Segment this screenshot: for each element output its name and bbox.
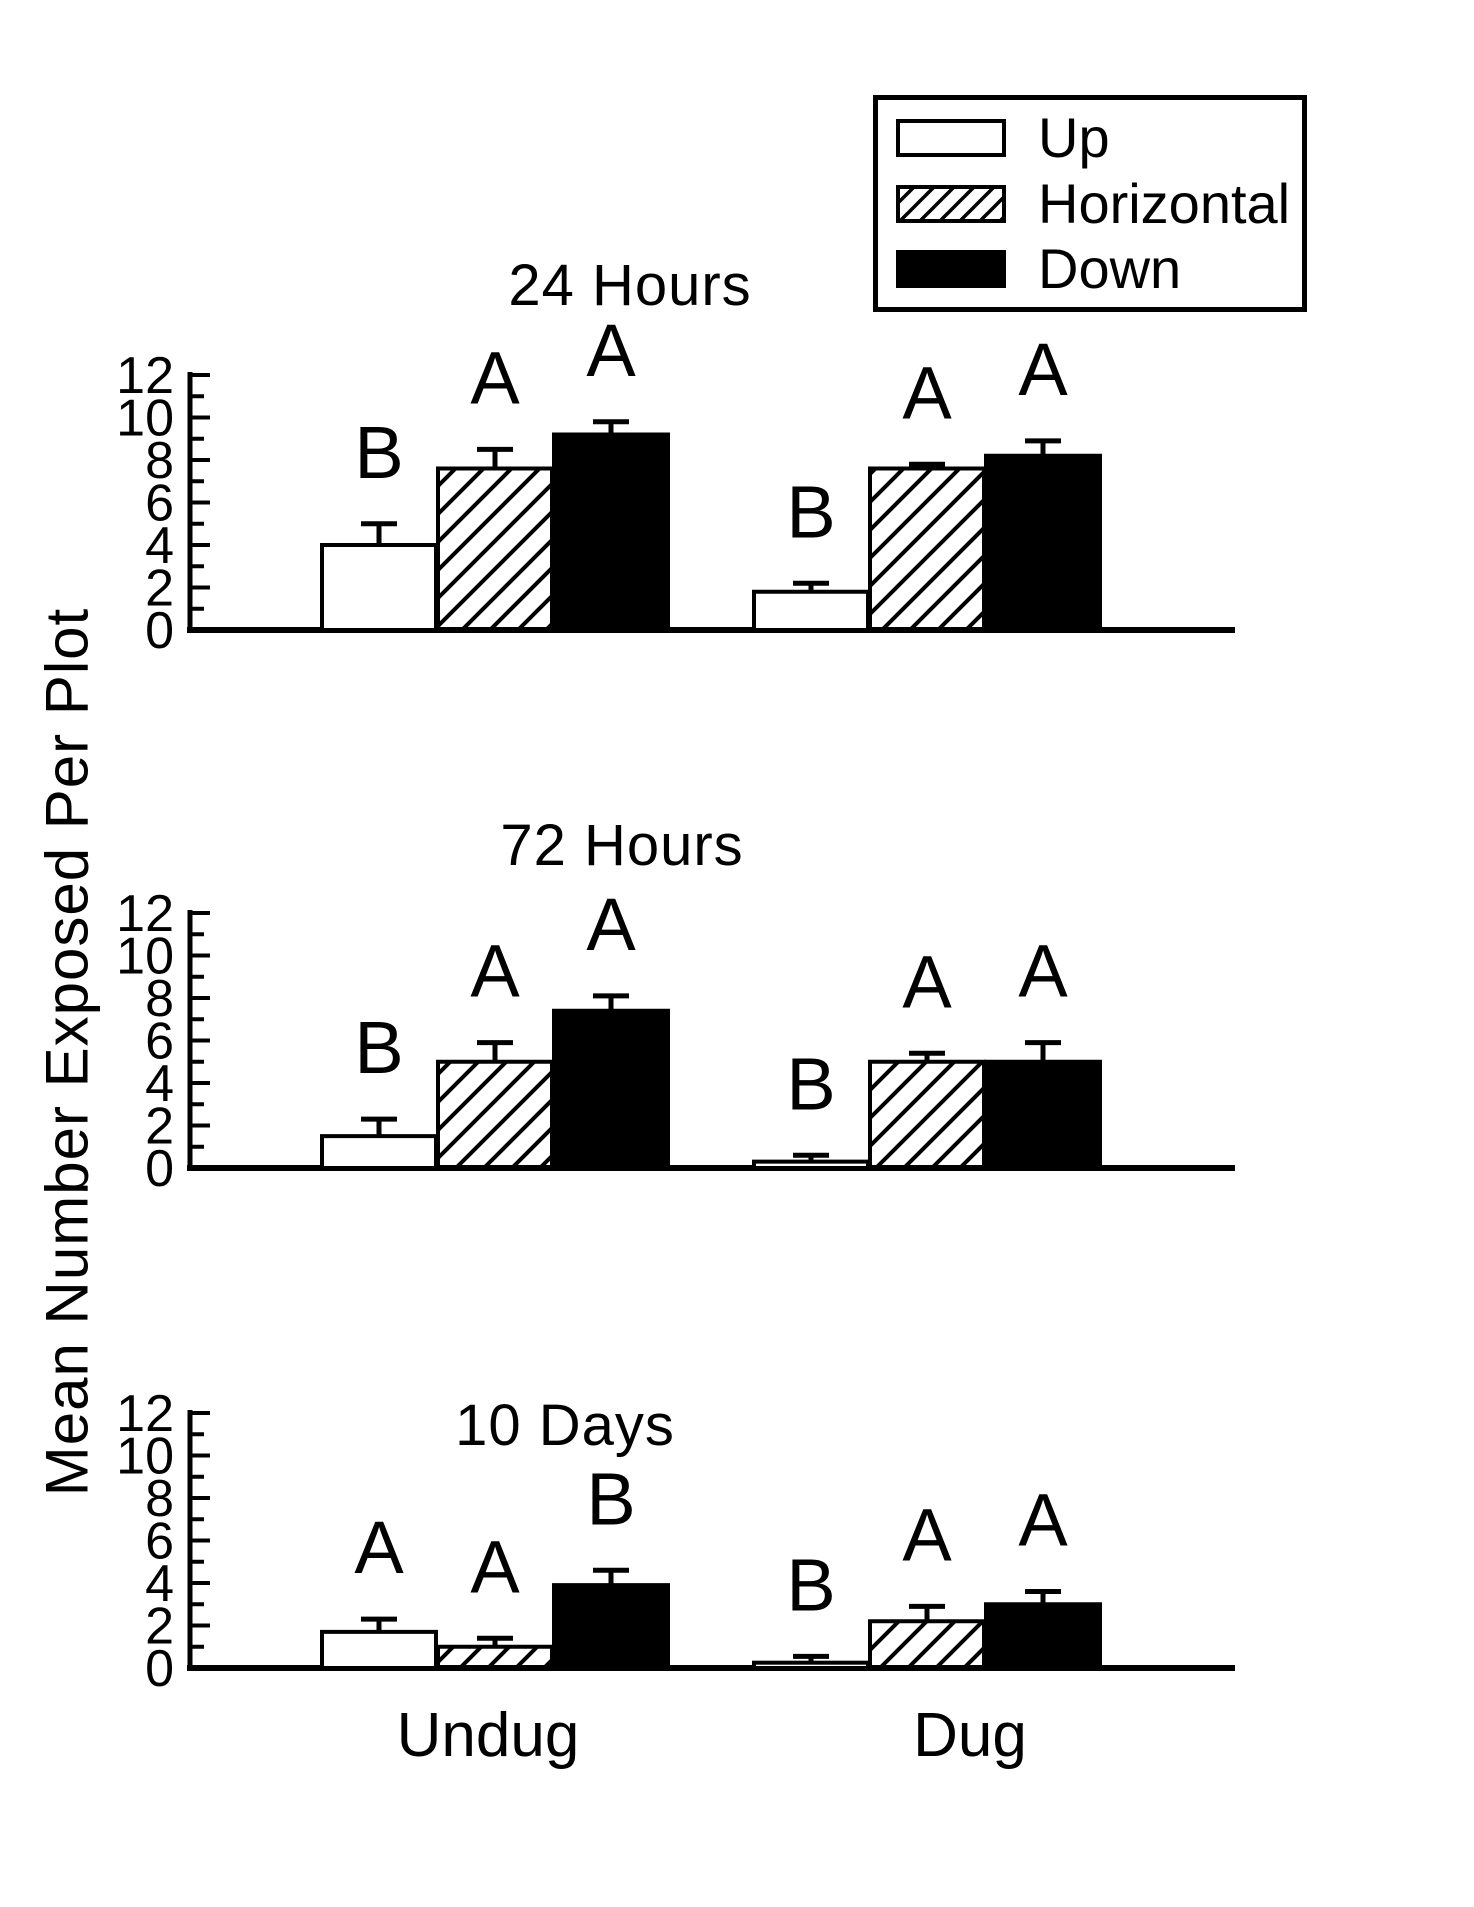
significance-letter: B [786, 1042, 835, 1125]
y-tick-label: 6 [145, 1013, 174, 1071]
y-tick-label: 0 [145, 1640, 174, 1698]
legend-box: Up Horizontal Down [873, 95, 1307, 312]
significance-letter: B [354, 411, 403, 494]
significance-letter: A [902, 940, 952, 1023]
legend-item-horizontal: Horizontal [896, 171, 1302, 235]
bar-down-undug [552, 432, 670, 632]
significance-letter: B [786, 1543, 835, 1626]
significance-letter: B [586, 1457, 635, 1540]
significance-letter: A [1018, 328, 1068, 411]
legend-swatch-down-icon [896, 250, 1006, 289]
panel-title-10-days: 10 Days [455, 1393, 675, 1458]
y-tick-label: 4 [145, 1555, 174, 1613]
y-tick-label: 10 [116, 928, 174, 986]
bar-down-undug [552, 1008, 670, 1170]
x-category-label-undug: Undug [396, 1701, 580, 1770]
y-tick-label: 2 [145, 1598, 174, 1656]
y-tick-label: 10 [116, 1428, 174, 1486]
legend-swatch-up-icon [896, 118, 1006, 157]
panel-title-72-hours: 72 Hours [500, 813, 744, 878]
y-tick-label: 8 [145, 970, 174, 1028]
significance-letter: A [586, 883, 636, 966]
y-tick-label: 8 [145, 432, 174, 490]
bar-up-dug [752, 1660, 870, 1670]
significance-letter: A [902, 351, 952, 434]
bar-up-undug [320, 543, 438, 632]
panel-title-24-hours: 24 Hours [508, 253, 752, 318]
bar-up-undug [320, 1134, 438, 1170]
y-tick-label: 6 [145, 475, 174, 533]
bar-up-undug [320, 1629, 438, 1670]
y-tick-label: 4 [145, 517, 174, 575]
y-axis-label: Mean Number Exposed Per Plot [33, 607, 101, 1497]
bar-down-dug [984, 1059, 1102, 1170]
legend-swatch-horizontal-icon [896, 184, 1006, 223]
bar-horizontal-dug [868, 466, 986, 632]
bar-horizontal-undug [436, 1059, 554, 1170]
y-tick-label: 4 [145, 1055, 174, 1113]
significance-letter: A [470, 930, 520, 1013]
bar-horizontal-undug [436, 466, 554, 632]
y-tick-label: 2 [145, 1098, 174, 1156]
bar-down-dug [984, 1602, 1102, 1670]
significance-letter: A [470, 1525, 520, 1608]
bar-down-dug [984, 453, 1102, 632]
y-tick-label: 12 [116, 885, 174, 943]
bar-up-dug [752, 1159, 870, 1170]
y-tick-label: 10 [116, 390, 174, 448]
y-tick-label: 12 [116, 1385, 174, 1443]
y-tick-label: 0 [145, 1140, 174, 1198]
y-tick-label: 2 [145, 560, 174, 618]
y-tick-label: 12 [116, 347, 174, 405]
y-tick-label: 0 [145, 602, 174, 660]
legend-item-up: Up [896, 105, 1302, 169]
bar-horizontal-undug [436, 1644, 554, 1670]
y-tick-label: 8 [145, 1470, 174, 1528]
legend-item-down: Down [896, 241, 1302, 297]
significance-letter: A [1018, 1479, 1068, 1562]
bar-horizontal-dug [868, 1619, 986, 1670]
legend-item-label: Horizontal [1038, 171, 1291, 235]
bar-down-undug [552, 1583, 670, 1670]
significance-letter: B [354, 1006, 403, 1089]
x-category-label-dug: Dug [913, 1701, 1027, 1770]
bar-up-dug [752, 589, 870, 632]
significance-letter: A [902, 1493, 952, 1576]
bar-horizontal-dug [868, 1059, 986, 1170]
significance-letter: A [1018, 930, 1068, 1013]
significance-letter: A [470, 336, 520, 419]
y-tick-label: 6 [145, 1513, 174, 1571]
significance-letter: B [786, 470, 835, 553]
significance-letter: A [354, 1506, 404, 1589]
legend-item-label: Up [1038, 105, 1110, 169]
legend-item-label: Down [1038, 237, 1182, 301]
significance-letter: A [586, 309, 636, 392]
